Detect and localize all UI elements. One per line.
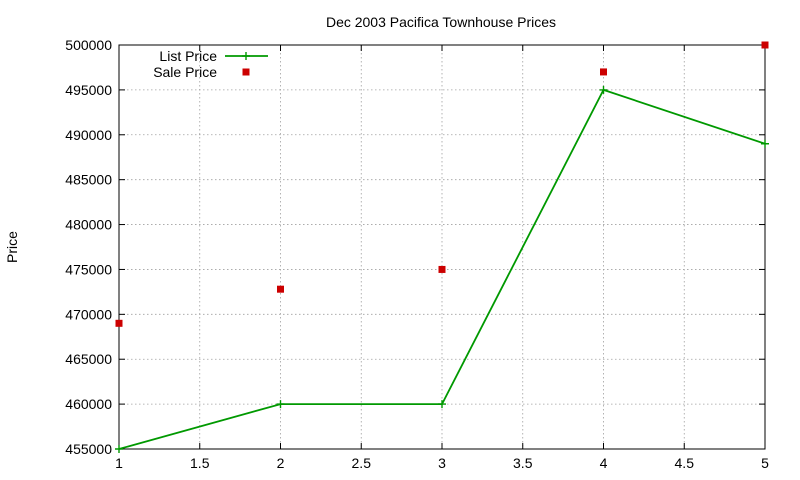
data-point (761, 41, 769, 49)
y-tick-label: 500000 (65, 37, 112, 53)
series-sale-price (115, 41, 769, 327)
data-point (438, 265, 446, 273)
x-tick-label: 4.5 (675, 455, 695, 471)
y-tick-label: 470000 (65, 306, 112, 322)
y-tick-label: 460000 (65, 396, 112, 412)
y-tick-label: 455000 (65, 441, 112, 457)
data-point (761, 139, 769, 148)
data-point (438, 400, 446, 409)
x-tick-label: 1.5 (190, 455, 210, 471)
legend-marker (242, 68, 250, 76)
axes: 455000 460000 465000 470000 475000 480000 4850… (65, 37, 769, 471)
data-point (277, 285, 284, 293)
data-point (276, 400, 285, 409)
y-axis-label: Price (4, 231, 20, 263)
y-tick-label: 485000 (65, 172, 112, 188)
legend-label: List Price (159, 48, 217, 64)
data-point (599, 85, 608, 94)
y-tick-label: 490000 (65, 127, 112, 143)
x-tick-label: 2.5 (352, 455, 372, 471)
legend-label: Sale Price (153, 64, 217, 80)
y-tick-label: 480000 (65, 217, 112, 233)
y-tick-label: 475000 (65, 261, 112, 277)
x-tick-label: 4 (600, 455, 608, 471)
x-tick-label: 5 (761, 455, 769, 471)
plot-area (115, 41, 769, 453)
plot-frame (118, 44, 766, 450)
data-point (115, 319, 123, 327)
legend-marker (242, 52, 250, 60)
x-tick-label: 2 (277, 455, 285, 471)
x-tick-label: 3 (438, 455, 446, 471)
x-tick-label: 1 (115, 455, 123, 471)
y-tick-label: 495000 (65, 82, 112, 98)
series-list-price (115, 85, 769, 453)
data-point (600, 68, 607, 76)
chart-title: Dec 2003 Pacifica Townhouse Prices (326, 14, 556, 30)
y-tick-label: 465000 (65, 351, 112, 367)
data-point (115, 445, 123, 453)
grid (119, 45, 765, 449)
x-tick-label: 3.5 (513, 455, 533, 471)
